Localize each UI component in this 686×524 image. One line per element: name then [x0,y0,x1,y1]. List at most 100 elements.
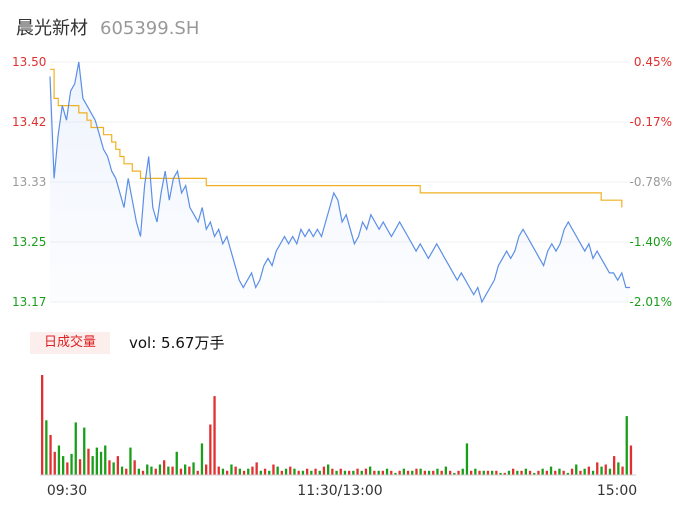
volume-bar [461,468,464,475]
volume-bar [95,447,98,475]
volume-bar [457,470,460,475]
x-axis-labels: 09:30 11:30/13:00 15:00 [47,483,637,499]
volume-bar [478,470,481,475]
volume-bar [242,470,246,475]
stock-name: 晨光新材 [16,18,88,39]
x-tick-time: 15:00 [597,483,637,499]
volume-bar [545,470,548,475]
volume-bar [583,468,586,475]
volume-bar [621,466,624,475]
volume-bar [226,470,229,475]
y-tick-price: 13.25 [12,235,46,249]
x-tick-time: 11:30/13:00 [297,483,382,499]
volume-bar [558,468,561,475]
volume-bar [268,470,271,475]
volume-bar [104,445,107,475]
volume-bar [348,470,351,475]
volume-bar [108,460,111,475]
volume-bar [318,470,321,475]
volume-bar [432,470,435,475]
volume-bar [221,468,225,475]
volume-bar [566,472,569,475]
y-tick-price: 13.42 [12,115,46,129]
volume-bar [284,468,288,475]
volume-bar [423,470,426,475]
volume-bar [78,459,82,475]
volume-bar [398,470,401,475]
volume-bar [141,470,145,475]
volume-bar [158,464,162,475]
y-tick-percent: -1.40% [630,235,672,249]
volume-bar [70,453,73,475]
volume-bar [112,462,115,475]
volume-bar [364,468,368,475]
volume-bar [356,468,359,475]
volume-bar [579,470,582,475]
volume-bar [533,472,536,475]
volume-bar [495,470,498,475]
volume-bar [524,468,527,475]
volume-bar [331,468,334,475]
volume-bar [163,460,166,475]
volume-bar [255,462,258,475]
volume-bar [205,464,208,475]
volume-bar [541,468,544,475]
volume-bar [247,468,250,475]
volume-bar [41,375,44,475]
volume-bar [120,466,124,475]
volume-bar [209,424,212,475]
volume-bar [322,466,326,475]
volume-bar [99,451,103,475]
price-line [49,61,630,304]
volume-tab[interactable]: 日成交量 [30,332,110,354]
volume-bar [608,468,612,475]
volume-bar [512,468,515,475]
avg-price-line [50,68,623,208]
volume-bar [600,466,603,475]
volume-bar [314,468,317,475]
volume-bar [440,470,443,475]
volume-bar [449,470,452,475]
volume-bar [486,470,490,475]
y-tick-percent: -2.01% [630,295,672,309]
volume-bar [137,468,140,475]
volume-bar [491,470,494,475]
volume-bar [373,470,376,475]
volume-bar [146,464,149,475]
volume-readout: vol: 5.67万手 [129,334,225,352]
volume-bar [175,451,178,475]
volume-bar [444,466,447,475]
volume-bar [45,420,48,475]
volume-bar [377,470,380,475]
volume-bar [87,448,90,475]
volume-bar [537,470,540,475]
volume-bar [499,472,502,475]
volume-bar [385,468,389,475]
volume-bar [167,466,170,475]
volume-bar [62,456,65,475]
volume-bar [394,472,397,475]
volume-bar [230,464,233,475]
volume-bar [179,468,183,475]
volume-bar [554,470,557,475]
volume-bar [49,435,52,475]
volume-bar [301,470,305,475]
volume-bar [453,472,456,475]
volume-bar [474,468,477,475]
y-tick-percent: -0.78% [630,175,672,189]
volume-bar [470,470,473,475]
volume-bar [91,456,94,475]
volume-bar [125,468,128,475]
volume-bar [188,466,191,475]
volume-bar [251,466,254,475]
volume-bar [596,462,599,475]
volume-bar [343,470,347,475]
volume-bar [259,470,262,475]
volume-bar [587,466,590,475]
volume-bar [549,466,553,475]
volume-bar [520,470,523,475]
volume-bar [200,443,204,475]
volume-bars [41,375,633,475]
y-tick-percent: 0.45% [634,55,672,69]
